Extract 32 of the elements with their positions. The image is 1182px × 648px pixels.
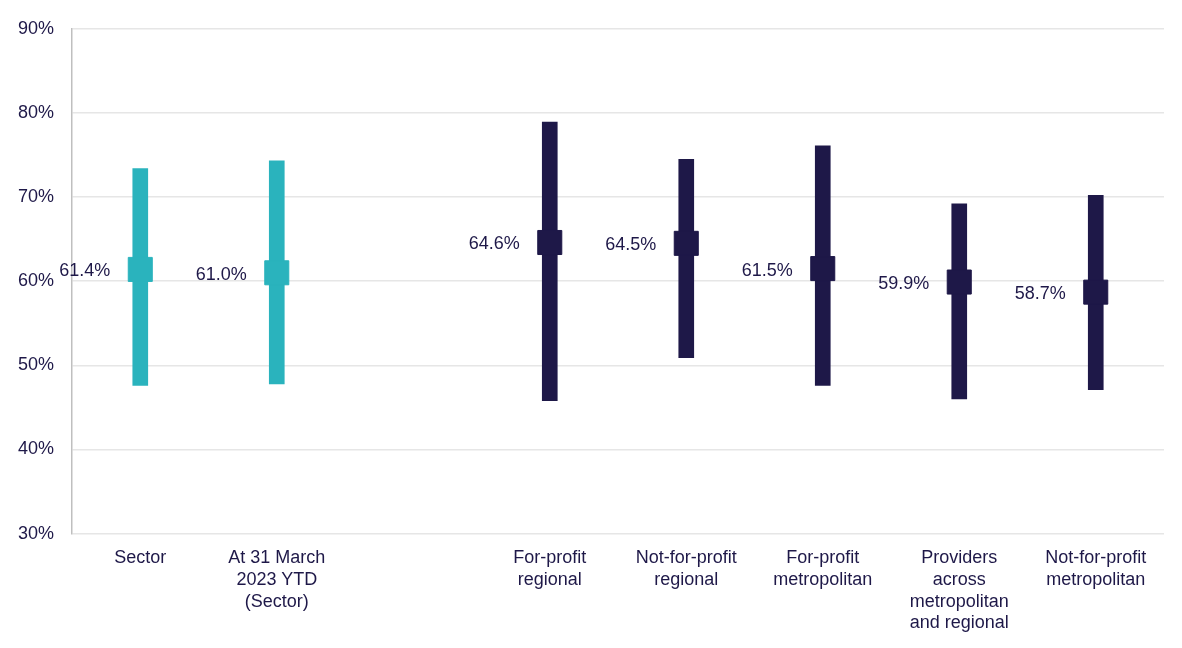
x-tick-label: At 31 March 2023 YTD (Sector): [228, 547, 326, 611]
data-label: 61.5%: [741, 259, 793, 280]
y-tick-label: 80%: [18, 101, 55, 122]
y-tick-label: 90%: [18, 17, 55, 38]
data-label: 64.5%: [605, 234, 657, 255]
y-tick-label: 40%: [18, 438, 55, 459]
bar: [814, 145, 831, 386]
bar: [541, 121, 558, 401]
point: [127, 256, 153, 282]
x-tick-label: Not-for-profit regional: [635, 547, 737, 589]
data-label: 61.0%: [195, 263, 247, 284]
x-tick-label: Not-for-profit metropolitan: [1045, 547, 1147, 589]
x-tick-label: For-profit metropolitan: [773, 547, 873, 589]
point: [264, 260, 290, 286]
y-tick-label: 60%: [18, 270, 55, 291]
y-tick-label: 30%: [18, 522, 55, 543]
point: [810, 256, 836, 282]
y-tick-label: 50%: [18, 354, 55, 375]
data-label: 58.7%: [1014, 283, 1066, 304]
x-tick-label: Providers across metropolitan and regional: [909, 547, 1009, 633]
point: [537, 229, 563, 256]
point: [1083, 279, 1109, 305]
point: [673, 230, 699, 256]
bar: [268, 160, 285, 385]
x-tick-label: For-profit regional: [513, 547, 587, 589]
data-label: 64.6%: [468, 233, 520, 254]
data-label: 59.9%: [878, 273, 930, 294]
bar: [132, 168, 149, 386]
y-tick-label: 70%: [18, 186, 55, 207]
x-tick-label: Sector: [114, 547, 167, 568]
data-label: 61.4%: [59, 260, 111, 281]
point: [946, 269, 972, 295]
